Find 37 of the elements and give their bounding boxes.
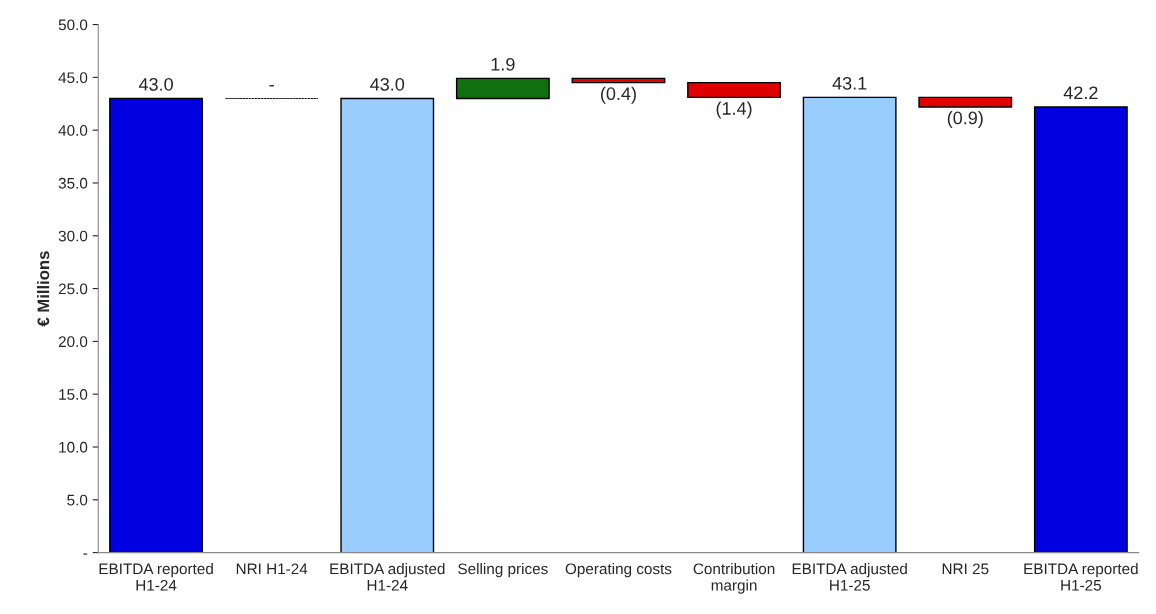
y-tick-label: - <box>83 553 88 555</box>
y-tick-label: 10.0 <box>59 441 88 453</box>
x-tick-label: NRI H1-24 <box>236 563 308 575</box>
data-label: 43.0 <box>138 77 173 91</box>
x-tick-label: EBITDA adjusted H1-24 <box>330 563 445 591</box>
y-tick-label: 20.0 <box>58 336 88 348</box>
y-tick-label: 5.0 <box>67 494 88 506</box>
y-tick-label: 25.0 <box>58 283 88 295</box>
data-label: - <box>269 85 274 87</box>
x-tick-label: Operating costs <box>565 563 672 578</box>
y-tick-label: 45.0 <box>58 72 88 84</box>
data-label: 43.0 <box>370 77 405 91</box>
data-label: 42.2 <box>1063 86 1098 100</box>
x-tick-label: EBITDA reported H1-25 <box>1024 563 1138 591</box>
y-tick-label: 30.0 <box>58 230 88 242</box>
data-label: (0.9) <box>947 111 983 128</box>
data-label: (1.4) <box>716 101 752 119</box>
bar <box>802 96 897 553</box>
x-tick-label: NRI 25 <box>942 563 989 575</box>
bar <box>109 97 203 553</box>
bar <box>687 81 781 99</box>
x-tick-label: EBITDA reported H1-24 <box>99 563 213 591</box>
x-tick-label: Selling prices <box>458 563 548 578</box>
y-axis-title: € Millions <box>37 251 50 327</box>
bar <box>1033 106 1128 553</box>
y-tick-label: 50.0 <box>58 19 88 31</box>
y-tick-label: 35.0 <box>58 177 88 189</box>
x-tick-label: Contribution margin <box>693 563 775 594</box>
y-tick-label: 40.0 <box>58 125 88 136</box>
data-label: 1.9 <box>491 57 515 71</box>
y-tick-label: 15.0 <box>59 389 88 400</box>
bar <box>340 97 435 553</box>
data-label: 43.1 <box>832 76 867 90</box>
x-tick-label: EBITDA adjusted H1-25 <box>792 563 907 591</box>
bar <box>455 77 550 100</box>
data-label: (0.4) <box>601 86 636 104</box>
bar <box>918 96 1013 108</box>
